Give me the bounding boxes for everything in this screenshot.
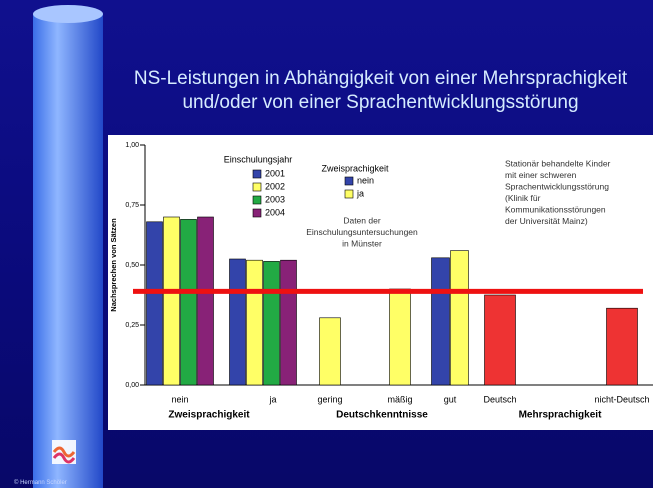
note: Sprachentwicklungsstörung (505, 181, 609, 191)
category-group-label: Deutschkenntnisse (336, 410, 428, 421)
legend-label: nein (357, 175, 374, 185)
chart: 0,00 0,25 0,50 0,75 1,00 Nachsprechen von Sät… (108, 135, 653, 430)
x-tick-label: gut (444, 394, 457, 404)
note: in Münster (342, 238, 382, 248)
bar (485, 295, 516, 385)
legend-swatch (253, 183, 261, 191)
bar (607, 308, 638, 385)
slide: NS-Leistungen in Abhängigkeit von einer … (0, 0, 653, 488)
y-tick-label: 0,25 (125, 322, 139, 329)
legend-title: Einschulungsjahr (224, 154, 293, 164)
bar (230, 259, 246, 385)
legend-label: 2001 (265, 168, 285, 178)
y-axis-label: Nachsprechen von Sätzen (109, 218, 118, 312)
bar (264, 261, 280, 385)
bar (198, 217, 214, 385)
x-tick-label: mäßig (387, 394, 412, 404)
decor-column (0, 0, 120, 488)
slide-title: NS-Leistungen in Abhängigkeit von einer … (108, 68, 653, 90)
bar (147, 222, 163, 385)
y-tick-label: 0,75 (125, 202, 139, 209)
bar (451, 251, 469, 385)
slide-title: und/oder von einer Sprachentwicklungsstö… (108, 92, 653, 114)
x-tick-label: nein (171, 394, 188, 404)
y-tick-label: 0,50 (125, 262, 139, 269)
y-tick-label: 0,00 (125, 382, 139, 389)
bar (164, 217, 180, 385)
x-tick-label: nicht-Deutsch (594, 394, 649, 404)
note: (Klinik für (505, 193, 541, 203)
legend-label: 2002 (265, 181, 285, 191)
legend-swatch (345, 190, 353, 198)
note: Daten der (343, 215, 380, 225)
bar (390, 289, 411, 385)
note: Einschulungsuntersuchungen (306, 227, 418, 237)
legend-label: 2003 (265, 194, 285, 204)
x-tick-label: ja (268, 394, 276, 404)
bar (181, 219, 197, 385)
legend-swatch (253, 196, 261, 204)
note: Stationär behandelte Kinder (505, 158, 611, 168)
x-tick-label: Deutsch (483, 394, 516, 404)
note: Kommunikationsstörungen (505, 204, 606, 214)
note: der Universität Mainz) (505, 216, 588, 226)
bar (281, 260, 297, 385)
legend-swatch (345, 177, 353, 185)
footer: © Hermann Schöler (14, 480, 67, 486)
bar (320, 318, 341, 385)
category-group-label: Mehrsprachigkeit (519, 410, 602, 421)
bar (247, 260, 263, 385)
legend-label: ja (356, 188, 364, 198)
legend-title: Zweisprachigkeit (321, 163, 389, 173)
legend-swatch (253, 209, 261, 217)
y-tick-label: 1,00 (125, 142, 139, 149)
legend-label: 2004 (265, 207, 285, 217)
note: mit einer schweren (505, 170, 577, 180)
x-tick-label: gering (317, 394, 342, 404)
legend-swatch (253, 170, 261, 178)
category-group-label: Zweisprachigkeit (168, 410, 250, 421)
bar (432, 258, 450, 385)
